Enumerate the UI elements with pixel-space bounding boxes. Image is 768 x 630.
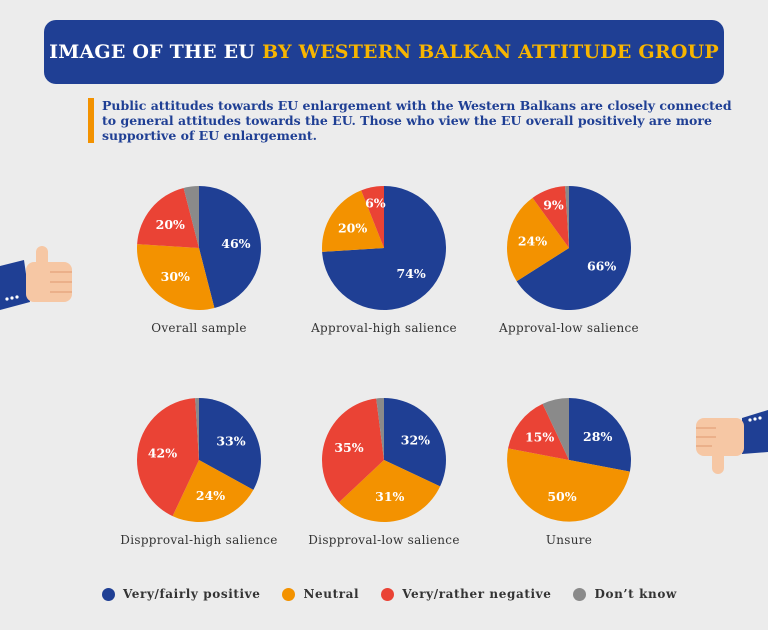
legend-label-dont-know: Don’t know (594, 587, 677, 601)
pie-slice-positive (199, 186, 261, 309)
pie-data-label-neutral: 31% (375, 489, 404, 504)
pie-data-label-positive: 33% (216, 434, 245, 449)
pie-chart-disapproval-low: 32% 31% 35% (321, 398, 447, 523)
legend-label-neutral: Neutral (303, 587, 360, 601)
pie-chart-approval-high: 74% 20% 6% (321, 186, 446, 310)
pie-slice-positive (199, 398, 261, 490)
legend-item-positive: Very/fairly positive (102, 587, 260, 601)
legend-item-negative: Very/rather negative (381, 587, 551, 601)
pie-slice-positive (322, 186, 446, 310)
pie-svg: 74% 20% 6% (321, 186, 446, 310)
pie-data-label-negative: 35% (334, 440, 363, 455)
pie-data-label-positive: 74% (396, 266, 425, 281)
pie-data-label-negative: 9% (543, 197, 564, 212)
pie-data-label-positive: 28% (583, 429, 612, 444)
pie-slice-negative (532, 186, 569, 248)
legend-swatch-dont-know (573, 587, 587, 601)
pie-data-label-positive: 66% (587, 258, 616, 273)
pie-slice-dont-know (565, 185, 569, 248)
pie-data-label-negative: 6% (365, 195, 386, 210)
pie-slice-neutral (321, 190, 384, 252)
legend-item-neutral: Neutral (282, 587, 359, 601)
intro-text: Public attitudes towards EU enlargement … (88, 98, 734, 143)
pie-slice-negative (136, 398, 199, 517)
legend-item-dont-know: Don’t know (573, 587, 676, 601)
pie-data-label-positive: 46% (221, 236, 250, 251)
legend-swatch-positive (102, 587, 115, 601)
pie-slice-dont-know (542, 398, 569, 460)
pie-slice-neutral (136, 244, 215, 310)
pie-chart-unsure: 28% 50% 15% (507, 398, 631, 522)
legend-swatch-negative (381, 587, 395, 601)
pie-data-label-negative: 20% (156, 217, 185, 232)
pie-slice-neutral (338, 460, 441, 523)
pie-svg: 28% 50% 15% (507, 398, 631, 522)
pie-slice-positive (516, 186, 631, 310)
pie-title-approval-high: Approval-high salience (311, 321, 457, 335)
pie-title-approval-low: Approval-low salience (499, 321, 639, 335)
pie-data-label-neutral: 50% (547, 489, 576, 504)
pie-slice-negative (321, 398, 384, 503)
pie-data-label-neutral: 24% (196, 488, 225, 503)
pie-svg: 32% 31% 35% (321, 398, 447, 523)
pie-svg: 33% 24% 42% (136, 398, 261, 523)
title-main: IMAGE OF THE EU (49, 41, 256, 63)
pie-slice-dont-know (183, 186, 199, 248)
pie-slice-negative (361, 186, 384, 248)
pie-svg: 46% 30% 20% (136, 186, 261, 310)
pie-chart-disapproval-high: 33% 24% 42% (136, 398, 261, 523)
pie-chart-approval-low: 66% 24% 9% (506, 185, 631, 310)
thumbs-up-icon (0, 246, 72, 310)
legend-label-positive: Very/fairly positive (123, 587, 261, 601)
pie-data-label-negative: 42% (148, 446, 177, 461)
pie-title-unsure: Unsure (545, 533, 593, 547)
pie-data-label-negative: 15% (525, 430, 554, 445)
pie-slice-neutral (507, 448, 630, 522)
pie-slice-negative (137, 187, 199, 248)
pie-svg: 66% 24% 9% (506, 185, 631, 310)
pie-title-overall: Overall sample (151, 321, 247, 335)
thumbs-down-icon (696, 410, 768, 474)
pie-slice-dont-know (376, 398, 384, 460)
legend: Very/fairly positive Neutral Very/rather… (102, 585, 677, 603)
title-highlight: BY WESTERN BALKAN ATTITUDE GROUP (262, 41, 719, 63)
legend-label-negative: Very/rather negative (402, 587, 552, 601)
pie-slice-neutral (172, 460, 254, 523)
pie-data-label-neutral: 24% (518, 234, 547, 249)
pie-slice-positive (569, 398, 631, 472)
pie-slice-neutral (506, 197, 569, 282)
legend-swatch-neutral (282, 587, 296, 601)
pie-data-label-neutral: 20% (338, 221, 367, 236)
pie-slice-negative (508, 403, 569, 460)
pie-slice-positive (384, 398, 447, 487)
pie-slice-dont-know (195, 398, 199, 460)
pie-title-disapproval-low: Dispproval-low salience (308, 533, 460, 547)
pie-title-disapproval-high: Dispproval-high salience (120, 533, 278, 547)
pie-chart-overall: 46% 30% 20% (136, 186, 261, 310)
title-banner: IMAGE OF THE EU BY WESTERN BALKAN ATTITU… (44, 20, 724, 84)
pie-data-label-neutral: 30% (161, 269, 190, 284)
pie-data-label-positive: 32% (401, 433, 430, 448)
